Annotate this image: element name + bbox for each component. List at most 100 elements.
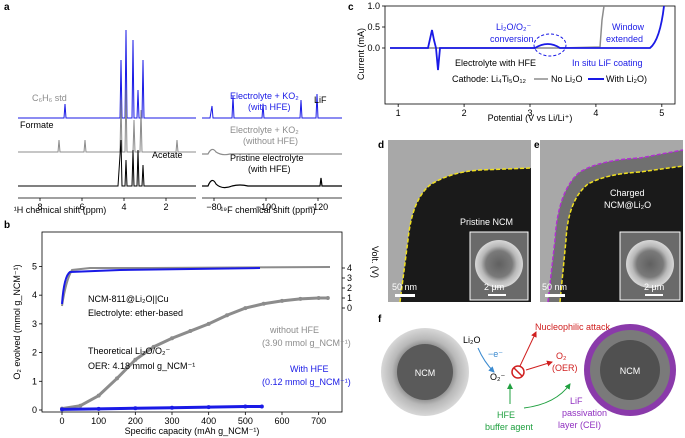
panel-c-ylabel: Current (mA) <box>356 28 366 80</box>
label-formate: Formate <box>20 120 54 130</box>
panel-c-y-ticks: 0.0 0.5 1.0 <box>367 1 385 53</box>
panel-c-chart: 1 2 3 4 5 0.0 0.5 1.0 Li₂O/O₂⁻ conversion Wind… <box>356 1 676 123</box>
label-layer: layer (CEI) <box>558 420 601 430</box>
point-without-hfe <box>280 298 284 303</box>
label-window2: extended <box>606 34 643 44</box>
label-hfe-f: HFE <box>497 410 515 420</box>
panel-a-left-tick-label: 8 <box>37 202 42 212</box>
panel-b-x-tick-label: 400 <box>201 416 216 426</box>
point-without-hfe <box>115 376 119 381</box>
label-li2o-f: Li₂O <box>463 335 481 345</box>
point-without-hfe <box>188 329 193 334</box>
point-without-hfe <box>96 393 101 398</box>
label-ncm-li2o: NCM@Li₂O <box>604 200 651 210</box>
panel-a-right-spectra: −80 −100 −120 LiF Electrolyte + KO₂ (with … <box>202 91 342 215</box>
panel-b-y-tick-label: 1 <box>32 376 37 386</box>
label-ncm-left: NCM <box>415 368 436 378</box>
scale-d-main: 50 nm <box>392 282 417 292</box>
label-conversion: Li₂O/O₂⁻ <box>496 22 531 32</box>
label-lif-nmr: LiF <box>314 95 327 105</box>
panel-b-x-tick-label: 100 <box>91 416 106 426</box>
point-with-hfe <box>243 404 248 409</box>
label-with-hfe: With HFE <box>290 364 329 374</box>
panel-b-y2-tick-label: 4 <box>347 263 352 273</box>
spectrum-pristine-1h <box>18 139 196 187</box>
label-c6h6: C₆H₆ std <box>32 93 67 103</box>
panel-b-y2label: Volt. (V) <box>370 246 380 278</box>
panel-b-y2-tick-label: 0 <box>347 303 352 313</box>
panel-d-letter: d <box>378 140 384 151</box>
panel-f-letter: f <box>378 314 382 325</box>
point-with-hfe <box>206 405 211 410</box>
label-ko2-nohfe-sub: (without HFE) <box>243 136 298 146</box>
panel-d-inset-particle <box>475 240 523 288</box>
point-with-hfe <box>96 406 101 411</box>
point-with-hfe <box>133 406 138 411</box>
panel-b-y-tick-label: 0 <box>32 405 37 415</box>
label-cathode: Cathode: Li₄Ti₅O₁₂ <box>452 74 527 84</box>
voltage-with-hfe <box>61 267 261 305</box>
panel-b-y-ticks: 0 1 2 3 4 5 <box>32 261 42 415</box>
spectrum-with-hfe-1h <box>18 29 196 119</box>
point-without-hfe <box>151 344 156 349</box>
panel-b-y-tick-label: 5 <box>32 261 37 271</box>
series-with-hfe <box>61 405 262 411</box>
panel-a-left-tick-label: 2 <box>163 202 168 212</box>
label-charged: Charged <box>610 188 645 198</box>
panel-b-xlabel: Specific capacity (mAh g_NCM⁻¹) <box>125 426 260 436</box>
panel-b-x-tick-label: 700 <box>311 416 326 426</box>
point-without-hfe <box>78 403 83 408</box>
panel-a-left-tick-label: 4 <box>121 202 126 212</box>
label-oer: OER: 4.18 mmol g_NCM⁻¹ <box>88 361 195 371</box>
panel-c-x-tick-label: 1 <box>396 108 401 118</box>
panel-a-left-tick-label: 6 <box>79 202 84 212</box>
label-electrolyte-b: Electrolyte: ether-based <box>88 308 183 318</box>
point-without-hfe <box>170 336 174 341</box>
scale-e-main: 50 nm <box>542 282 567 292</box>
panel-b-x-tick-label: 300 <box>164 416 179 426</box>
panel-c-letter: c <box>348 2 354 13</box>
panel-a-right-tick-label: −120 <box>308 202 328 212</box>
label-passivation: passivation <box>562 408 607 418</box>
label-acetate: Acetate <box>152 150 183 160</box>
panel-b-series <box>60 296 330 412</box>
legend-no-li2o: No Li₂O <box>551 74 583 84</box>
point-without-hfe <box>225 313 229 318</box>
panel-b-y-tick-label: 3 <box>32 319 37 329</box>
point-without-hfe <box>316 296 321 301</box>
panel-b-y2-tick-label: 1 <box>347 293 352 303</box>
panel-b-x-tick-label: 200 <box>128 416 143 426</box>
panel-b-y-tick-label: 2 <box>32 348 37 358</box>
panel-a-right-tick-label: −100 <box>256 202 276 212</box>
label-electron: −e⁻ <box>488 349 503 359</box>
label-lif-coating: In situ LiF coating <box>572 58 643 68</box>
panel-b-x-tick-label: 0 <box>59 416 64 426</box>
label-ko2-hfe-sub: (with HFE) <box>248 102 291 112</box>
panel-c-y-tick-label: 0.0 <box>367 43 380 53</box>
panel-c-x-tick-label: 5 <box>659 108 664 118</box>
panel-c-x-tick-label: 3 <box>527 108 532 118</box>
panel-b-x-tick-label: 600 <box>274 416 289 426</box>
label-with-hfe-val: (0.12 mmol g_NCM⁻¹) <box>262 377 351 387</box>
panel-b-y2-tick-label: 2 <box>347 283 352 293</box>
label-without-hfe-val: (3.90 mmol g_NCM⁻¹) <box>262 338 351 348</box>
series-without-hfe <box>61 296 328 411</box>
label-conversion2: conversion <box>490 34 534 44</box>
point-with-hfe <box>259 404 264 409</box>
point-without-hfe <box>206 321 211 326</box>
panel-c-x-tick-label: 4 <box>593 108 598 118</box>
panel-b-y-tick-label: 4 <box>32 290 37 300</box>
panel-b-y2-tick-label: 3 <box>347 273 352 283</box>
label-nucleophilic: Nucleophilic attack <box>535 322 611 332</box>
panel-b-ylabel: O₂ evolved (mmol g_NCM⁻¹) <box>12 264 22 379</box>
panel-f-schematic: NCM NCM Li₂O −e⁻ O₂⁻ Nucleophilic attack… <box>381 322 676 432</box>
prohibit-icon <box>511 365 525 379</box>
label-without-hfe: without HFE <box>269 325 319 335</box>
label-o2minus: O₂⁻ <box>490 372 505 382</box>
spectrum-without-hfe-19f <box>202 148 342 156</box>
panel-b-letter: b <box>4 220 10 231</box>
spectrum-without-hfe-1h <box>18 89 196 153</box>
label-pristine-sub: (with HFE) <box>248 164 291 174</box>
point-without-hfe <box>261 301 266 306</box>
